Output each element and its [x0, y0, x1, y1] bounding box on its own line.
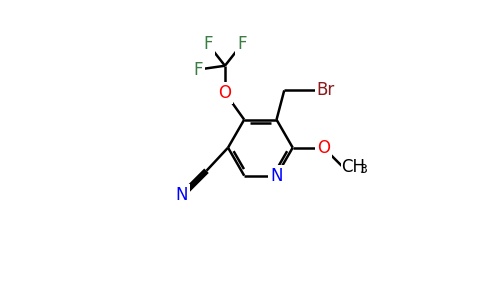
- Text: CH: CH: [342, 158, 365, 176]
- Text: 3: 3: [359, 164, 367, 176]
- Text: F: F: [193, 61, 203, 79]
- Text: N: N: [270, 167, 283, 185]
- Text: O: O: [317, 139, 330, 157]
- Text: F: F: [237, 35, 247, 53]
- Text: F: F: [203, 35, 213, 53]
- Text: N: N: [176, 186, 188, 204]
- Text: O: O: [218, 84, 231, 102]
- Text: Br: Br: [317, 81, 335, 99]
